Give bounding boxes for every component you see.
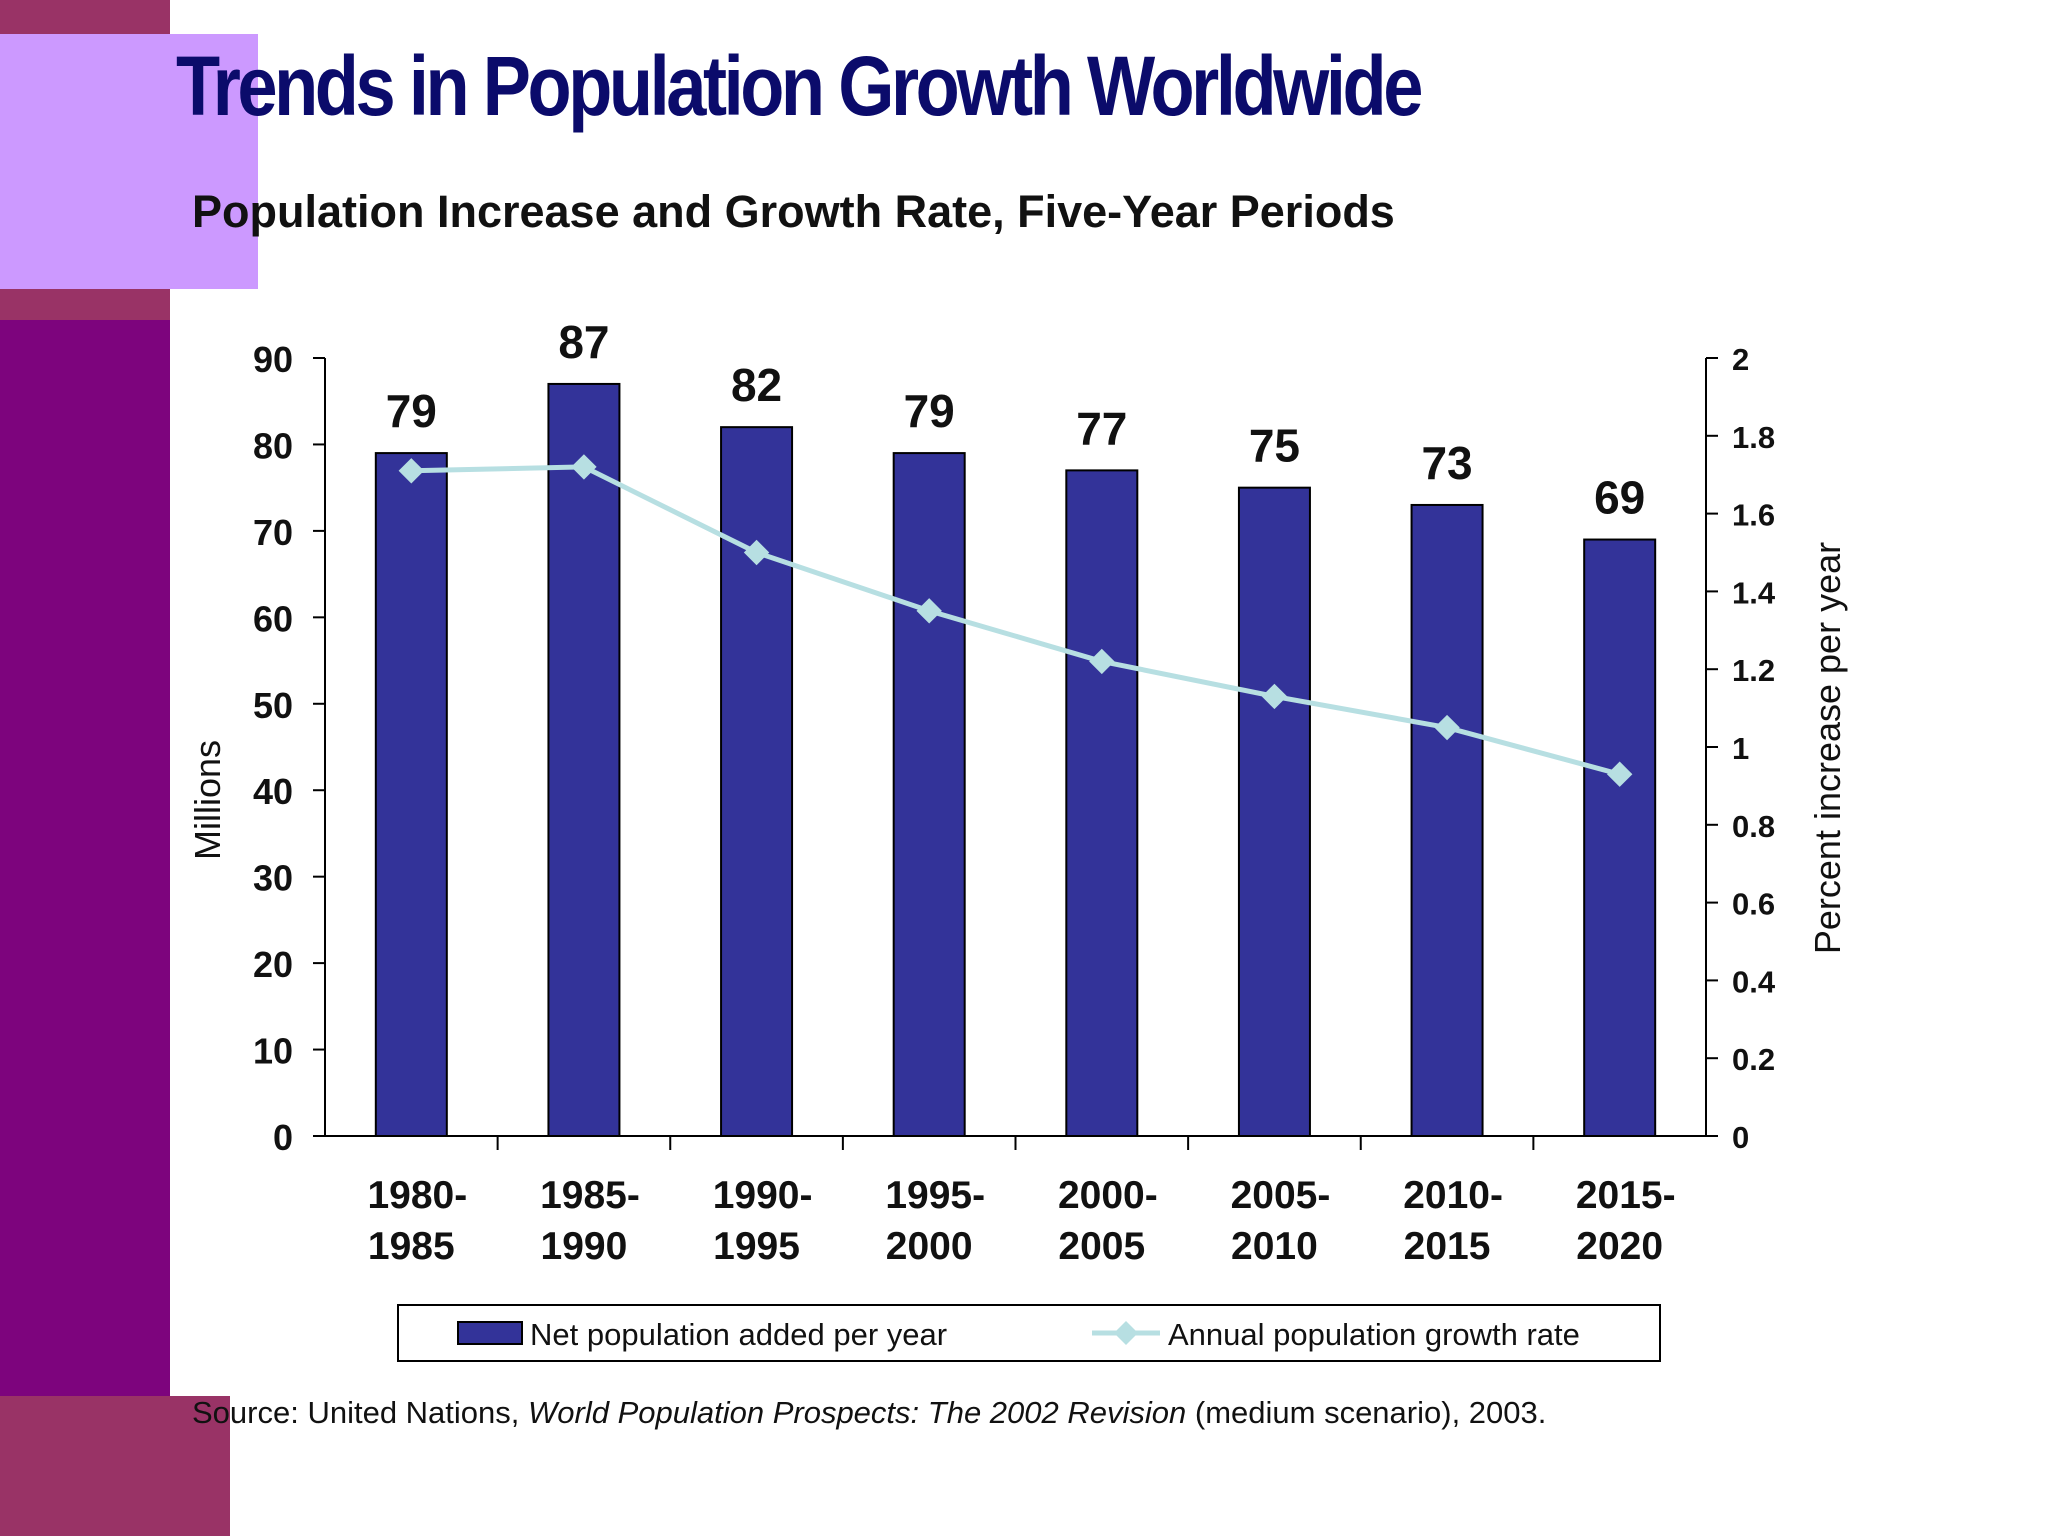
y-tick-label-left: 40 [253, 771, 293, 812]
legend-label-bar: Net population added per year [530, 1317, 947, 1352]
bar [1237, 486, 1311, 1137]
x-tick-label: 1995 [713, 1225, 800, 1268]
y-tick-label-right: 2 [1732, 342, 1749, 377]
bar [1065, 469, 1139, 1137]
bar [1410, 503, 1484, 1137]
bar-series [374, 382, 1657, 1138]
bar [720, 426, 794, 1137]
x-tick-label: 1990 [541, 1225, 628, 1268]
accent-block-bottom [0, 1396, 230, 1536]
chart-legend: Net population added per year Annual popu… [397, 1304, 1661, 1362]
x-tick-label: 2010 [1231, 1225, 1318, 1268]
y-axis-label-left: Millions [187, 740, 228, 860]
y-tick-label-left: 30 [253, 858, 293, 899]
source-prefix: Source: United Nations, [192, 1395, 529, 1430]
bar [892, 452, 966, 1138]
y-tick-label-right: 0.6 [1732, 887, 1775, 922]
chart-labels: 79 87 82 79 77 75 73 69 0 10 20 30 40 50 60 70 80 90 0 0.2 0… [187, 316, 1848, 1268]
y-tick-label-right: 1.8 [1732, 420, 1775, 455]
legend-label-line: Annual population growth rate [1168, 1317, 1580, 1352]
growth-rate-marker [1606, 761, 1633, 787]
data-label: 79 [904, 385, 955, 437]
y-tick-label-right: 1.2 [1732, 653, 1775, 688]
y-tick-label-right: 1 [1732, 731, 1749, 766]
chart-axes [313, 357, 1718, 1150]
source-title: World Population Prospects: The 2002 Rev… [528, 1395, 1187, 1430]
data-label: 82 [731, 359, 782, 411]
y-tick-label-left: 70 [253, 512, 293, 553]
bar [374, 452, 448, 1138]
y-tick-label-left: 20 [253, 944, 293, 985]
growth-rate-marker [571, 454, 597, 480]
x-tick-label: 2005 [1058, 1225, 1145, 1268]
x-tick-label: 1985- [540, 1174, 640, 1217]
y-tick-label-left: 80 [253, 425, 293, 466]
data-label: 69 [1594, 472, 1645, 524]
x-tick-label: 1995- [885, 1174, 985, 1217]
x-tick-label: 2000- [1058, 1174, 1158, 1217]
x-tick-label: 1980- [367, 1174, 467, 1217]
growth-rate-marker [1089, 648, 1115, 675]
growth-rate-marker [1434, 714, 1460, 741]
legend-swatch-bar [457, 1321, 523, 1345]
data-label: 87 [558, 316, 609, 368]
y-tick-label-left: 10 [253, 1031, 293, 1072]
data-label: 75 [1249, 420, 1300, 472]
y-tick-label-right: 1.4 [1732, 575, 1776, 610]
x-tick-label: 2010- [1403, 1174, 1503, 1217]
legend-box [397, 1304, 1661, 1362]
y-tick-label-right: 0 [1732, 1120, 1749, 1155]
x-tick-label: 2000 [886, 1225, 973, 1268]
y-axis-label-right: Percent increase per year [1807, 542, 1848, 954]
x-tick-label: 2015- [1576, 1174, 1676, 1217]
legend-swatch-marker [1114, 1321, 1138, 1345]
slide-title: Trends in Population Growth Worldwide [176, 39, 1423, 133]
growth-rate-line [411, 464, 1621, 777]
x-tick-label: 2015 [1404, 1225, 1491, 1268]
growth-rate-marker [398, 458, 425, 484]
y-tick-label-left: 0 [273, 1117, 293, 1158]
data-label: 77 [1076, 402, 1127, 454]
growth-rate-marker [1261, 683, 1288, 710]
bar [1583, 538, 1657, 1137]
y-tick-label-left: 90 [253, 339, 293, 380]
x-tick-label: 1990- [713, 1174, 813, 1217]
x-tick-label: 1985 [368, 1225, 455, 1268]
y-tick-label-right: 0.4 [1732, 964, 1776, 999]
y-tick-label-right: 0.2 [1732, 1042, 1775, 1077]
y-tick-label-left: 60 [253, 598, 293, 639]
y-tick-label-left: 50 [253, 685, 293, 726]
source-suffix: (medium scenario), 2003. [1186, 1395, 1547, 1430]
x-tick-label: 2005- [1231, 1174, 1331, 1217]
accent-block-lavender [0, 34, 258, 289]
line-series [398, 454, 1633, 787]
chart-subtitle: Population Increase and Growth Rate, Fiv… [192, 186, 1395, 237]
growth-rate-marker [743, 539, 770, 566]
data-label: 79 [386, 385, 437, 437]
growth-rate-marker [916, 598, 942, 624]
source-note: Source: United Nations, World Population… [192, 1395, 1546, 1431]
bar [547, 382, 621, 1137]
y-tick-label-right: 1.6 [1732, 498, 1775, 533]
data-label: 73 [1421, 437, 1472, 489]
x-tick-label: 2020 [1576, 1225, 1663, 1268]
y-tick-label-right: 0.8 [1732, 809, 1775, 844]
